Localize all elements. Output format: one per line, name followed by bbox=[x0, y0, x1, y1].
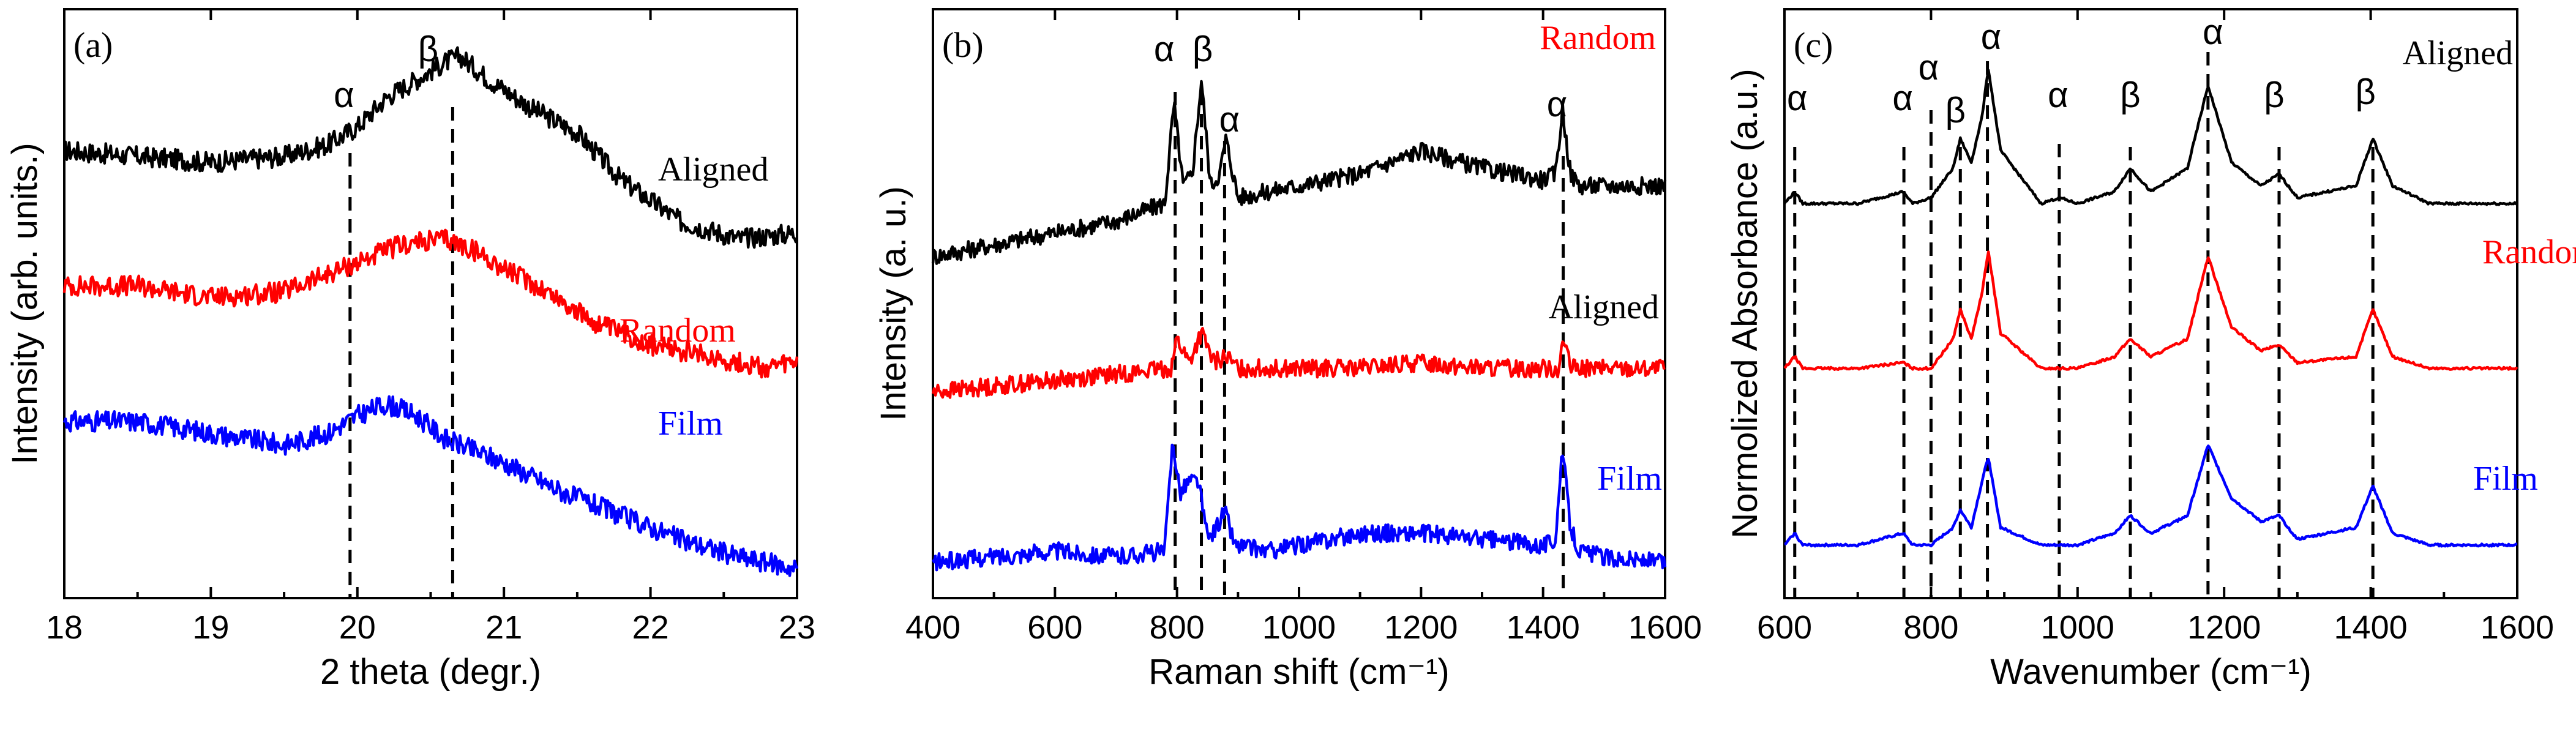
series-label-film: Film bbox=[1597, 460, 1662, 498]
x-tick-label: 1200 bbox=[1384, 609, 1458, 646]
series-line-aligned bbox=[931, 80, 1667, 265]
x-tick-label: 1600 bbox=[1628, 609, 1702, 646]
series-line-film bbox=[62, 395, 799, 577]
series-label-random: Random bbox=[1540, 19, 1656, 57]
series-label-random: Random bbox=[2482, 233, 2576, 271]
x-tick-label: 600 bbox=[1027, 609, 1082, 646]
series-line-random bbox=[62, 228, 799, 379]
x-tick-label: 22 bbox=[632, 609, 669, 646]
chart-panel-3: 600 800 1000 1200 1400 1600 Wavenumber (cm⁻¹) N… bbox=[1725, 8, 2576, 692]
series-line-film bbox=[931, 443, 1667, 572]
panel-tag: (a) bbox=[73, 25, 113, 65]
x-tick-label: 600 bbox=[1757, 609, 1812, 646]
peak-label: β bbox=[2264, 75, 2284, 115]
x-tick-label: 1200 bbox=[2187, 609, 2261, 646]
x-tick-label: 21 bbox=[485, 609, 522, 646]
chart-panel-2: 400 600 800 1000 1200 1400 1600 Raman shift (cm… bbox=[874, 8, 1702, 692]
peak-label: α bbox=[2048, 75, 2069, 115]
x-tick-label: 19 bbox=[192, 609, 229, 646]
peak-label: β bbox=[2356, 72, 2376, 112]
peak-label: β bbox=[1193, 29, 1213, 69]
series-line-aligned bbox=[64, 46, 798, 249]
peak-label: α bbox=[334, 75, 354, 115]
series-label-aligned: Aligned bbox=[1549, 288, 1659, 326]
peak-label: β bbox=[1945, 91, 1966, 130]
x-tick-label: 23 bbox=[779, 609, 815, 646]
y-axis-label: Intensity (a. u.) bbox=[874, 186, 913, 421]
series-line-film bbox=[1784, 444, 2518, 548]
x-axis-label: Wavenumber (cm⁻¹) bbox=[1990, 652, 2312, 692]
x-tick-label: 1000 bbox=[1262, 609, 1336, 646]
panel-tag: (c) bbox=[1794, 25, 1833, 65]
plot-frame bbox=[63, 8, 798, 599]
x-tick-label: 1000 bbox=[2041, 609, 2114, 646]
series-label-aligned: Aligned bbox=[2403, 34, 2513, 72]
peak-label: α bbox=[1787, 78, 1808, 118]
x-tick-label: 800 bbox=[1903, 609, 1958, 646]
y-axis-label: Normolized Absorbance (a.u.) bbox=[1725, 69, 1765, 538]
x-axis-label: Raman shift (cm⁻¹) bbox=[1148, 652, 1449, 692]
series-label-aligned: Aligned bbox=[658, 151, 768, 189]
y-axis-label: Intensity (arb. units.) bbox=[5, 143, 45, 464]
x-tick-label: 1600 bbox=[2481, 609, 2554, 646]
peak-label: α bbox=[2203, 12, 2223, 52]
x-axis-label: 2 theta (degr.) bbox=[320, 652, 541, 692]
x-tick-label: 20 bbox=[339, 609, 376, 646]
peak-label: α bbox=[1981, 17, 2002, 57]
peak-label: α bbox=[1219, 100, 1240, 140]
peak-label: α bbox=[1892, 78, 1913, 118]
series-line-random bbox=[931, 326, 1666, 399]
peak-label: α bbox=[1919, 48, 1939, 88]
x-tick-label: 400 bbox=[905, 609, 960, 646]
peak-label: β bbox=[2120, 75, 2140, 115]
series-line-aligned bbox=[1783, 69, 2518, 206]
peak-label: α bbox=[1154, 29, 1175, 69]
series-label-film: Film bbox=[2473, 460, 2538, 498]
x-tick-label: 18 bbox=[46, 609, 83, 646]
chart-panel-1: 18 19 20 21 22 23 2 theta (degr.) Intensity (ar… bbox=[5, 8, 815, 692]
series-line-random bbox=[1783, 250, 2518, 371]
x-tick-label: 1400 bbox=[2334, 609, 2408, 646]
panel-tag: (b) bbox=[942, 25, 984, 65]
series-label-random: Random bbox=[620, 312, 736, 350]
series-label-film: Film bbox=[658, 405, 723, 443]
x-tick-label: 1400 bbox=[1507, 609, 1580, 646]
x-tick-label: 800 bbox=[1150, 609, 1205, 646]
